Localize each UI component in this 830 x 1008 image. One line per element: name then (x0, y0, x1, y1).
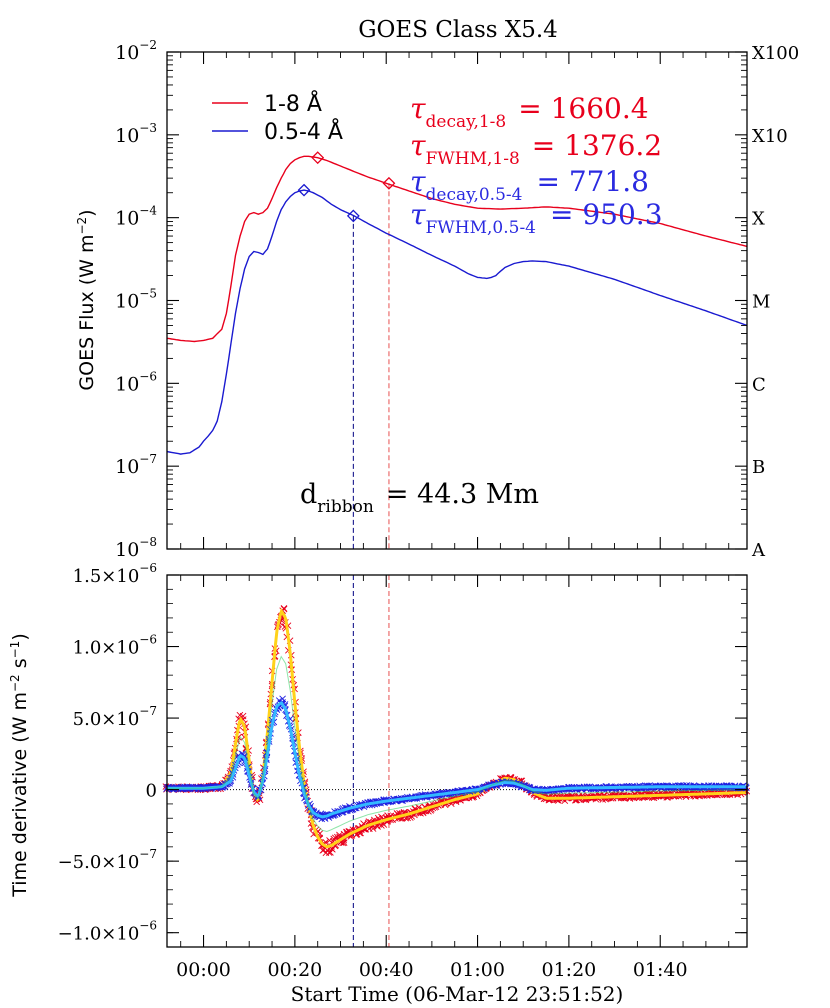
flux-y-tick-labels: 10−8 10−7 10−6 10−5 10−4 10−3 10−2 (115, 38, 157, 561)
legend-label-1-8: 1-8 Å (264, 90, 322, 117)
tau-annotations: τdecay,1-8 = 1660.4 τFWHM,1-8 = 1376.2 τde… (300, 92, 663, 517)
flux-y-tick-label: 10−3 (115, 121, 157, 147)
flux-y-tick-label: 10−7 (115, 452, 157, 478)
derivative-y-tick-label: 5.0×10−7 (73, 704, 157, 730)
goes-class-label: M (752, 292, 770, 313)
flux-ylabel-text: GOES Flux (W m (76, 235, 98, 391)
x-tick-label: 00:20 (267, 959, 322, 981)
derivative-axes (167, 575, 747, 947)
derivative-panel: 1.5×10−6 1.0×10−6 5.0×10−7 0 −5.0×10−7 −1.0×1… (8, 561, 750, 1006)
flux-y-tick-label: 10−8 (115, 535, 157, 561)
flux-y-axis-label: GOES Flux (W m−2) (75, 209, 98, 390)
flux-y-tick-label: 10−2 (115, 38, 157, 64)
derivative-y-tick-label: −1.0×10−6 (58, 919, 157, 945)
derivative-series-core (167, 611, 746, 847)
d-ribbon-annotation: dribbon = 44.3 Mm (300, 479, 539, 517)
derivative-y-tick-label: 1.0×10−6 (73, 633, 157, 659)
flux-y-tick-label: 10−5 (115, 287, 157, 313)
time-x-tick-labels: 00:00 00:20 00:40 01:00 01:20 01:40 (176, 959, 687, 981)
tau-decay-1-8: τdecay,1-8 = 1660.4 (410, 92, 649, 132)
x-tick-label: 01:00 (450, 959, 505, 981)
goes-class-labels: A B C M X X10 X100 (751, 43, 799, 561)
chart-title: GOES Class X5.4 (358, 17, 558, 43)
legend: 1-8 Å 0.5-4 Å (212, 90, 343, 145)
x-tick-label: 01:40 (633, 959, 688, 981)
flux-y-tick-label: 10−4 (115, 204, 157, 230)
x-tick-label: 00:00 (176, 959, 231, 981)
goes-class-label: A (751, 540, 766, 561)
derivative-plot-area (163, 575, 750, 947)
x-tick-label: 00:40 (359, 959, 414, 981)
derivative-y-tick-label: −5.0×10−7 (58, 847, 157, 873)
flux-panel: GOES Class X5.4 10−8 10−7 10−6 10−5 10−4 10−3… (75, 17, 799, 561)
x-axis-label: Start Time (06-Mar-12 23:51:52) (291, 982, 624, 1006)
goes-class-label: X100 (752, 43, 799, 64)
goes-class-label: X10 (752, 126, 788, 147)
derivative-y-tick-labels: 1.5×10−6 1.0×10−6 5.0×10−7 0 −5.0×10−7 −1.0×1… (58, 561, 157, 945)
tau-fwhm-1-8: τFWHM,1-8 = 1376.2 (410, 129, 662, 169)
derivative-y-tick-label: 1.5×10−6 (73, 561, 157, 587)
derivative-y-tick-label: 0 (146, 781, 157, 802)
goes-class-label: C (752, 374, 766, 395)
derivative-overlap-line (167, 657, 747, 832)
flux-y-tick-label: 10−6 (115, 369, 157, 395)
derivative-plot-frame (167, 575, 747, 947)
derivative-y-axis-label: Time derivative (W m−2 s−1) (8, 633, 31, 898)
goes-class-label: B (752, 457, 765, 478)
legend-label-0.5-4: 0.5-4 Å (264, 118, 343, 145)
goes-class-label: X (752, 209, 765, 230)
x-tick-label: 01:20 (542, 959, 597, 981)
